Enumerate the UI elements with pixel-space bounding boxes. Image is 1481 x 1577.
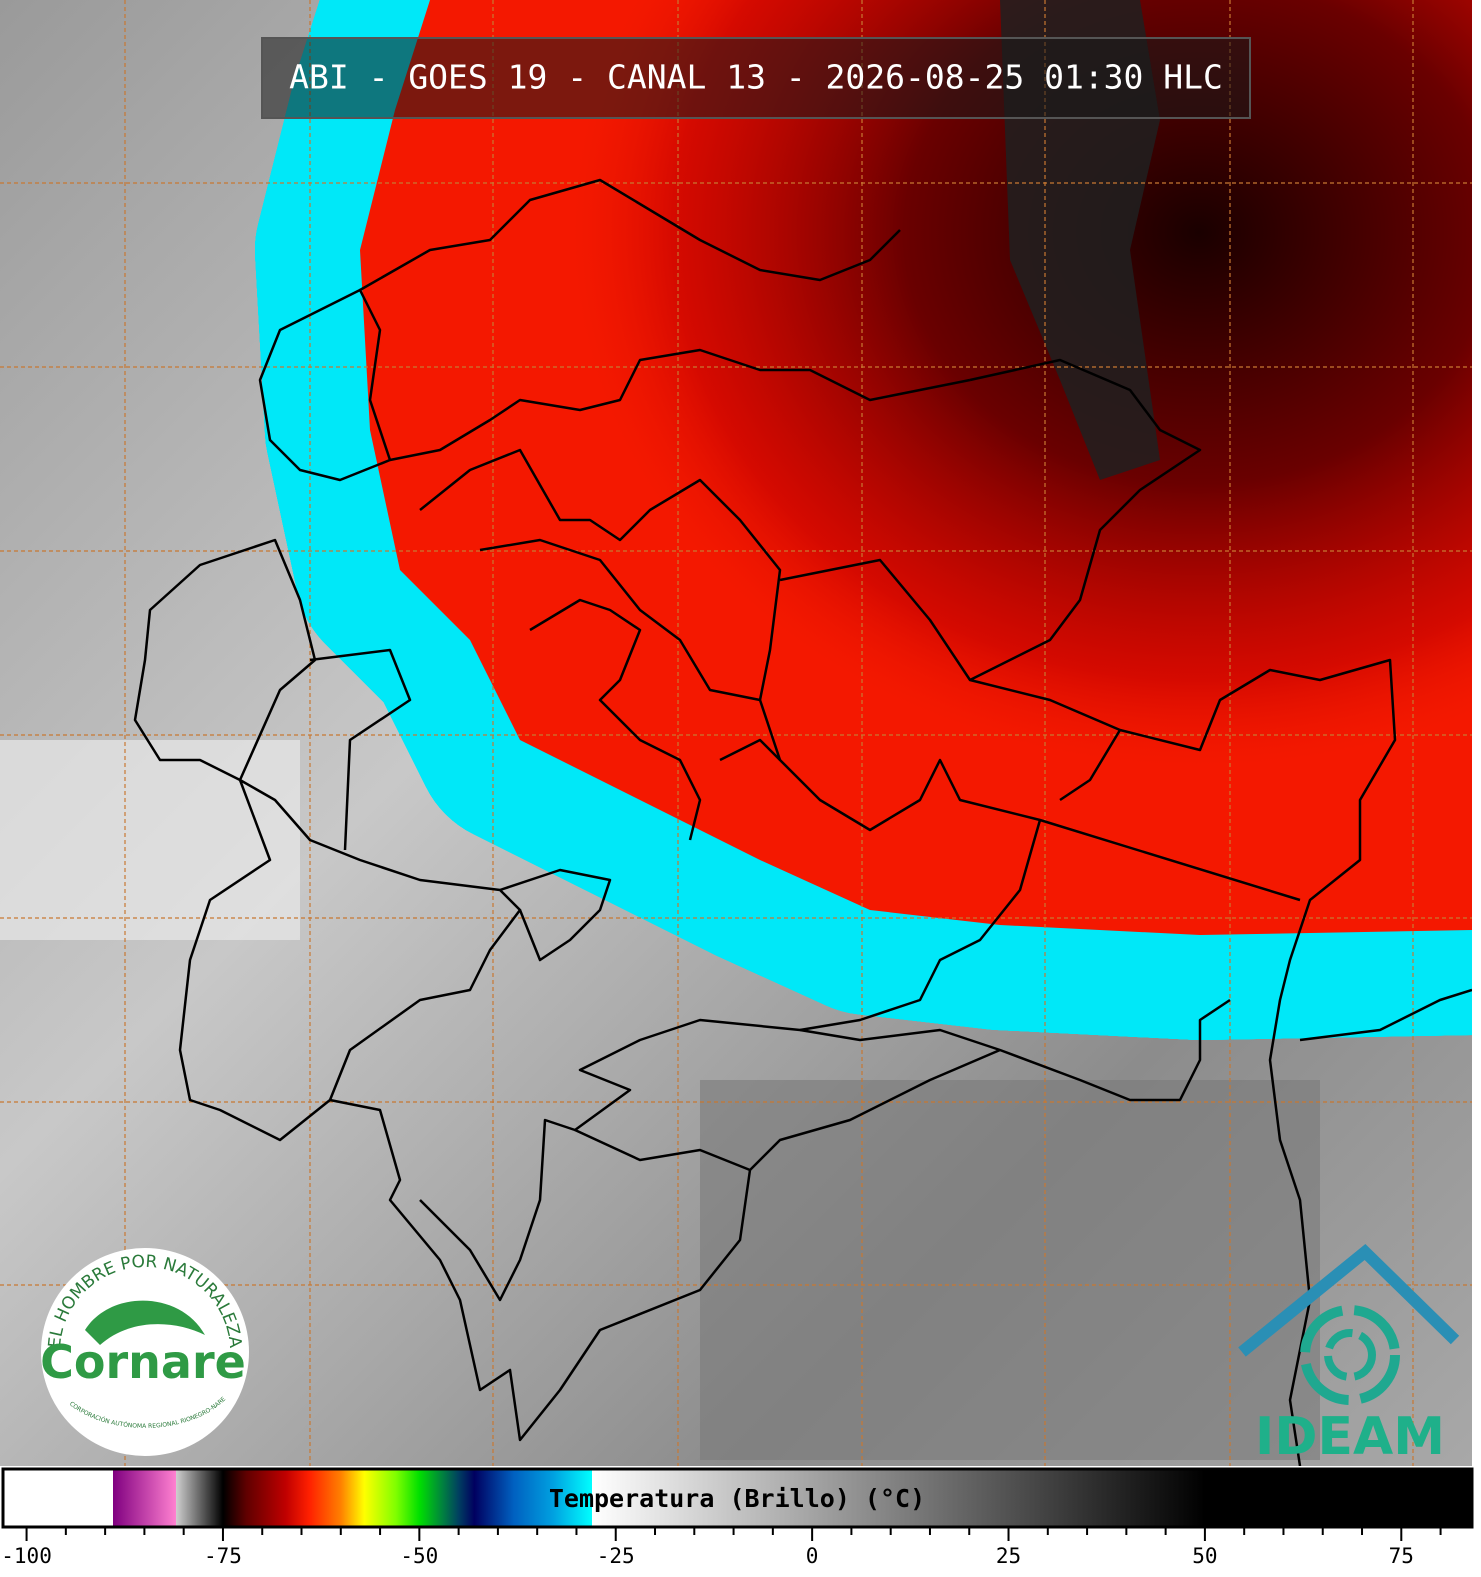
tick-label: 0 (806, 1544, 819, 1568)
municipal-borders (133, 178, 1472, 1466)
colorbar-scale (1, 1467, 1474, 1529)
tick-label: -50 (400, 1544, 438, 1568)
tick-label: -75 (204, 1544, 242, 1568)
cornare-name: Cornare (40, 1335, 246, 1389)
cold-cloud (255, 0, 1472, 1040)
tick-label: 75 (1389, 1544, 1414, 1568)
tick-label: 50 (1192, 1544, 1217, 1568)
cornare-logo: EL HOMBRE POR NATURALEZA Cornare CORPORA… (40, 1248, 249, 1456)
colorbar: Temperatura (Brillo) (°C) -100 -75 -50 -25 0… (1, 1467, 1474, 1568)
satellite-map: ABI - GOES 19 - CANAL 13 - 2026-08-25 01… (0, 0, 1472, 1467)
colorbar-label: Temperatura (Brillo) (°C) (549, 1484, 925, 1513)
ideam-name: IDEAM (1255, 1407, 1445, 1467)
tick-label: -100 (1, 1544, 52, 1568)
ideam-logo: IDEAM (1238, 1243, 1460, 1467)
title-box (261, 37, 1251, 119)
tick-label: 25 (996, 1544, 1021, 1568)
tick-label: -25 (597, 1544, 635, 1568)
map-title: ABI - GOES 19 - CANAL 13 - 2026-08-25 01… (289, 58, 1223, 97)
